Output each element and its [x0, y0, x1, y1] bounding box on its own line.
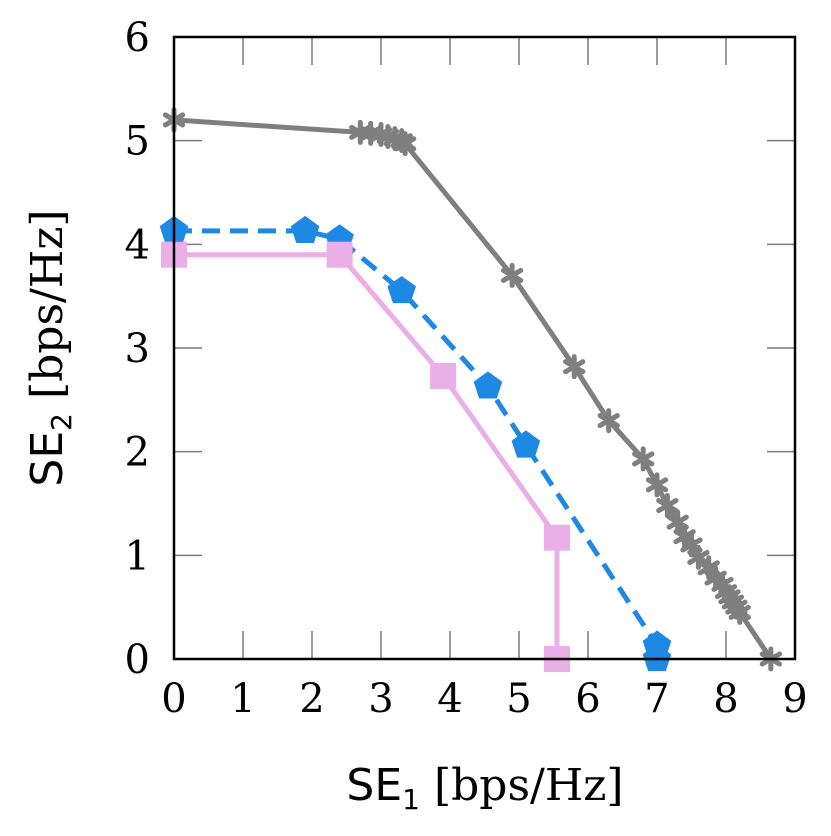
star-marker	[500, 262, 524, 288]
x-tick-label: 2	[299, 676, 324, 722]
y-tick-label: 0	[125, 637, 150, 683]
plot-area-frame	[172, 35, 797, 661]
y-tick-label: 3	[125, 326, 150, 372]
x-tick-label: 7	[644, 676, 669, 722]
series-gray-star	[162, 107, 783, 672]
y-axis-label: SE2 [bps/Hz]	[22, 209, 78, 486]
pentagon-marker	[642, 644, 672, 672]
pentagon-marker	[473, 371, 503, 399]
y-tick-label: 5	[125, 119, 150, 165]
x-tick-label: 4	[437, 676, 462, 722]
series-line	[173, 117, 773, 661]
pentagon-marker	[387, 276, 416, 304]
pentagon-marker	[290, 215, 320, 243]
y-tick-label: 1	[125, 533, 150, 579]
x-tick-label: 1	[230, 676, 255, 722]
x-tick-label: 3	[368, 676, 393, 722]
series-pink-square	[161, 241, 570, 672]
star-marker	[656, 493, 679, 519]
x-tick-label: 6	[575, 676, 600, 722]
x-tick-label: 8	[713, 676, 738, 722]
x-axis-label: SE1 [bps/Hz]	[346, 760, 623, 816]
star-marker	[563, 354, 586, 380]
square-marker	[430, 362, 457, 389]
star-marker	[728, 599, 751, 625]
star-marker	[597, 408, 620, 434]
y-tick-label: 4	[125, 222, 150, 268]
series-blue-pentagon	[159, 215, 672, 672]
series-line	[174, 228, 660, 659]
y-tick-label: 2	[125, 430, 150, 476]
series-line	[174, 252, 560, 659]
y-tick-label: 6	[125, 15, 150, 61]
series-layer	[159, 107, 783, 672]
star-marker	[632, 446, 655, 472]
x-tick-label: 9	[782, 676, 807, 722]
star-marker	[645, 472, 669, 498]
square-marker	[543, 524, 570, 551]
x-tick-label: 0	[161, 676, 186, 722]
star-marker	[393, 131, 417, 157]
pentagon-marker	[511, 430, 541, 458]
x-tick-label: 5	[506, 676, 531, 722]
square-marker	[326, 241, 353, 268]
